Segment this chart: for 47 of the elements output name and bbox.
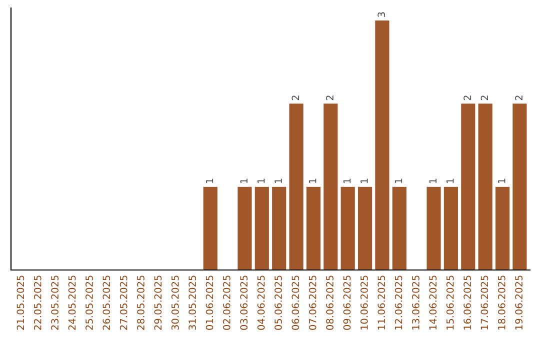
x-tick-label: 10.06.2025 <box>360 276 368 330</box>
x-tick-label: 02.06.2025 <box>223 276 230 330</box>
x-tick-label: 01.06.2025 <box>206 276 214 330</box>
x-tick-label: 23.05.2025 <box>51 276 59 330</box>
data-label: 2 <box>515 96 522 100</box>
data-label: 2 <box>480 96 488 100</box>
x-tick-label: 11.06.2025 <box>378 276 386 330</box>
data-label: 1 <box>240 178 248 183</box>
x-tick-label: 12.06.2025 <box>394 276 402 330</box>
x-tick-label: 19.06.2025 <box>515 276 523 330</box>
data-label: 1 <box>446 178 454 183</box>
x-tick-label: 22.05.2025 <box>34 276 42 330</box>
data-label: 3 <box>378 12 386 17</box>
x-tick-label: 08.06.2025 <box>326 276 334 330</box>
x-tick-label: 05.06.2025 <box>274 276 282 330</box>
x-tick-label: 13.06.2025 <box>412 276 420 330</box>
x-tick-label: 21.05.2025 <box>16 276 24 330</box>
data-label: 1 <box>498 178 506 183</box>
x-tick-label: 18.06.2025 <box>498 276 506 330</box>
x-tick-label: 16.06.2025 <box>464 276 471 330</box>
data-label: 2 <box>326 96 334 100</box>
x-tick-label: 25.05.2025 <box>86 276 93 330</box>
x-tick-label: 24.05.2025 <box>68 276 76 330</box>
data-label: 1 <box>309 178 316 183</box>
data-label: 1 <box>429 178 436 183</box>
x-tick-label: 29.05.2025 <box>154 276 162 330</box>
x-tick-label: 07.06.2025 <box>308 276 316 330</box>
x-tick-label: 06.06.2025 <box>292 276 300 330</box>
x-tick-label: 17.06.2025 <box>480 276 488 330</box>
x-tick-label: 03.06.2025 <box>240 276 248 330</box>
data-label: 1 <box>258 178 265 183</box>
x-tick-label: 15.06.2025 <box>446 276 454 330</box>
data-label: 1 <box>360 178 368 183</box>
data-label: 1 <box>274 178 282 183</box>
x-tick-label: 14.06.2025 <box>429 276 437 330</box>
data-label: 2 <box>464 96 471 100</box>
data-label: 1 <box>206 178 214 183</box>
x-tick-label: 26.05.2025 <box>102 276 110 330</box>
x-tick-label: 27.05.2025 <box>120 276 128 330</box>
data-label: 1 <box>394 178 402 183</box>
data-label: 1 <box>343 178 351 183</box>
x-tick-label: 31.05.2025 <box>188 276 196 330</box>
data-label: 2 <box>292 96 299 100</box>
x-tick-label: 28.05.2025 <box>137 276 144 330</box>
x-tick-label: 04.06.2025 <box>257 276 265 330</box>
x-tick-label: 09.06.2025 <box>343 276 351 330</box>
x-tick-label: 30.05.2025 <box>171 276 179 330</box>
